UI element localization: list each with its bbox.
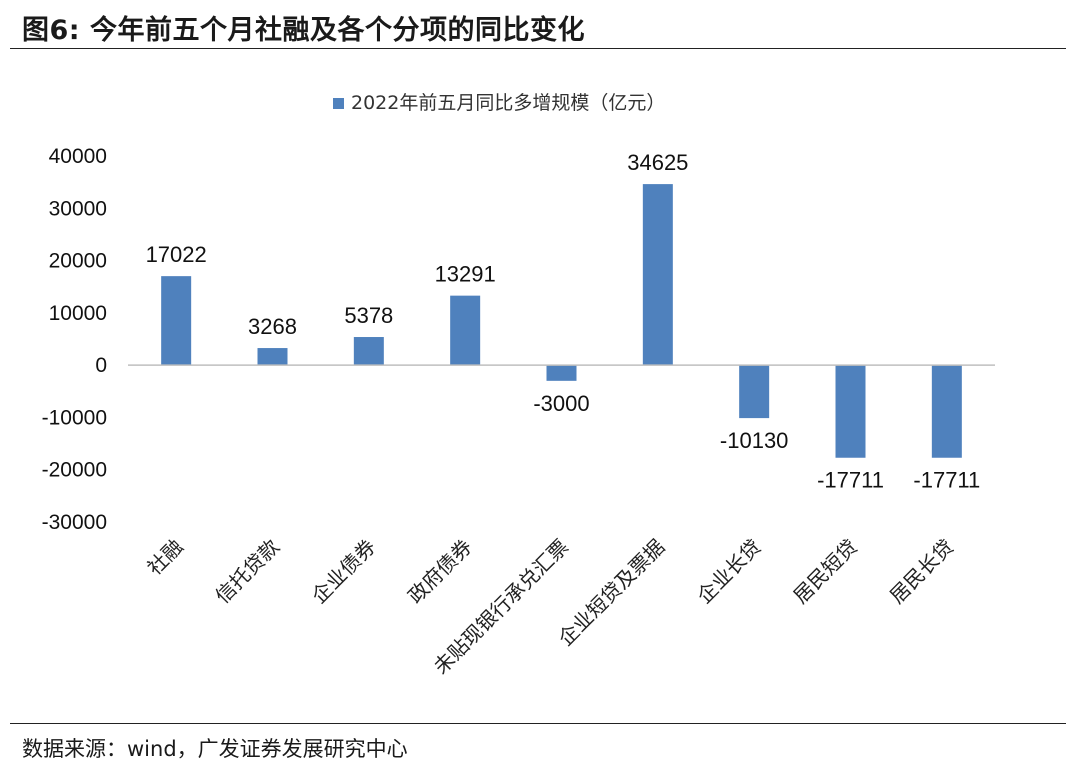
data-label: -17711 bbox=[817, 468, 884, 493]
x-category-label: 居民短贷 bbox=[788, 535, 862, 609]
data-label: 5378 bbox=[344, 303, 393, 328]
x-category-label: 信托贷款 bbox=[210, 535, 284, 609]
legend-swatch bbox=[333, 98, 344, 109]
y-tick-label: 10000 bbox=[49, 302, 107, 325]
bar bbox=[161, 276, 192, 366]
bars bbox=[161, 184, 962, 458]
legend-label: 2022年前五月同比多增规模（亿元） bbox=[351, 92, 665, 114]
bar bbox=[257, 348, 288, 366]
data-label: -3000 bbox=[533, 391, 589, 416]
source-note: 数据来源：wind，广发证券发展研究中心 bbox=[22, 737, 408, 761]
data-label: 13291 bbox=[435, 262, 496, 287]
data-labels: 17022 3268 5378 13291 -3000 34625 -10130 -17711… bbox=[146, 150, 981, 493]
y-tick-label: 30000 bbox=[49, 197, 107, 220]
y-tick-label: -20000 bbox=[42, 459, 107, 482]
legend: 2022年前五月同比多增规模（亿元） bbox=[333, 92, 665, 114]
bar bbox=[450, 295, 481, 366]
bar bbox=[353, 337, 384, 366]
data-label: 34625 bbox=[627, 150, 688, 175]
x-category-label: 政府债券 bbox=[403, 535, 477, 609]
y-axis: 40000 30000 20000 10000 0 -10000 -20000 -30000 bbox=[42, 145, 107, 534]
bar-chart: 2022年前五月同比多增规模（亿元） 40000 30000 20000 10000 0… bbox=[42, 92, 995, 679]
bar bbox=[546, 365, 577, 381]
data-label: -17711 bbox=[913, 468, 980, 493]
data-label: -10130 bbox=[720, 428, 789, 453]
bar bbox=[931, 365, 962, 458]
x-category-label: 企业长贷 bbox=[692, 535, 766, 609]
y-tick-label: -30000 bbox=[42, 511, 107, 534]
bar bbox=[835, 365, 866, 458]
title-divider bbox=[10, 48, 1066, 49]
bar bbox=[739, 365, 770, 419]
x-category-label: 社融 bbox=[142, 535, 187, 580]
y-tick-label: 40000 bbox=[49, 145, 107, 168]
figure-title: 图6: 今年前五个月社融及各个分项的同比变化 bbox=[22, 15, 585, 46]
x-category-label: 居民长贷 bbox=[885, 535, 959, 609]
data-label: 17022 bbox=[146, 242, 207, 267]
source-divider bbox=[10, 723, 1066, 724]
y-tick-label: -10000 bbox=[42, 406, 107, 429]
x-category-label: 企业债券 bbox=[307, 535, 381, 609]
bar bbox=[642, 184, 673, 366]
y-tick-label: 20000 bbox=[49, 250, 107, 273]
data-label: 3268 bbox=[248, 314, 297, 339]
y-tick-label: 0 bbox=[95, 354, 107, 377]
